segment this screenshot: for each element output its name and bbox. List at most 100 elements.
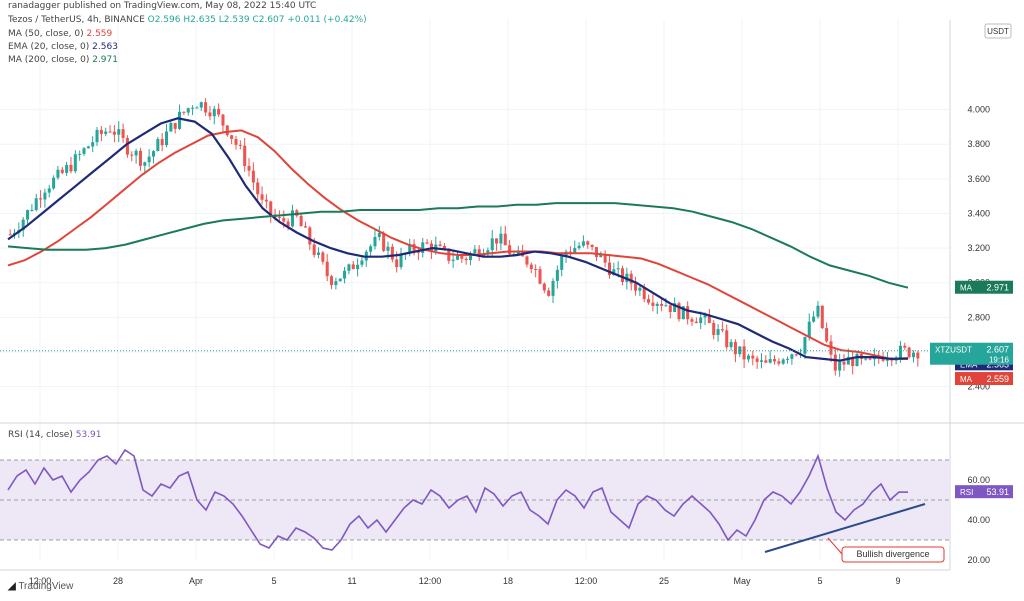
ohlc-change: +0.011 (+0.42%) [287,15,367,25]
candle-body [508,245,512,255]
candle-body [43,192,47,200]
candle-body [620,268,625,282]
rsi-legend[interactable]: RSI (14, close) 53.91 [8,430,102,440]
candle-body [230,135,234,139]
candle-body [577,245,581,249]
candle-body [130,154,134,156]
candle-body [303,226,308,228]
candle-body [751,355,755,359]
candle-body [356,264,360,270]
candle-body [156,139,160,152]
price-tick-label: 2.800 [967,312,990,322]
candle-body [108,131,112,133]
price-tick-label: 3.200 [967,243,990,253]
candle-body [547,290,551,296]
candle-body [351,264,355,270]
legend-ema20-label: EMA (20, close, 0) [8,42,90,52]
candle-body [586,241,590,245]
candle-body [86,146,90,149]
candle-body [599,254,603,258]
candle-body [104,131,108,134]
rsi-tick-label: 20.00 [967,555,990,565]
price-tag-value: 2.559 [986,374,1009,384]
candle-body [343,270,347,279]
candle-body [125,137,129,155]
candle-body [173,123,177,129]
last-price-symbol: XTZUSDT [935,346,972,355]
candle-body [212,108,216,117]
legend-ema20[interactable]: EMA (20, close, 0) 2.563 [8,42,118,52]
candle-body [260,194,264,200]
legend-ma50-value: 2.559 [86,29,113,39]
rsi-tag-value: 53.91 [986,487,1009,497]
ohlc-close: C2.607 [252,15,285,25]
publisher-line: ranadagger published on TradingView.com,… [8,1,317,11]
candle-body [898,345,902,359]
candle-body [312,244,316,255]
rsi-band [0,459,950,541]
candle-body [647,299,651,303]
candle-body [681,306,685,320]
candle-body [460,256,464,259]
candle-body [790,354,794,359]
candle-body [390,246,394,260]
candle-body [399,253,403,268]
candle-body [851,357,855,367]
candle-body [686,306,690,320]
rsi-tag-name: RSI [960,488,973,497]
candles [8,98,920,377]
candle-body [864,358,868,360]
candle-body [911,352,916,358]
price-tick-label: 3.800 [967,139,990,149]
candle-body [195,107,199,109]
candle-body [555,269,559,281]
candle-body [594,247,598,258]
candle-body [121,129,125,138]
candle-body [321,252,325,262]
ma200-line [7,202,909,289]
symbol-title: Tezos / TetherUS, 4h, BINANCE [8,15,145,25]
candle-body [160,139,164,146]
legend-ema20-value: 2.563 [92,42,118,52]
tradingview-logo[interactable]: ◢ TradingView [8,581,73,592]
candle-body [464,258,468,261]
candle-body [99,129,103,134]
candle-body [95,129,99,143]
candle-body [243,145,247,166]
legend-ma50[interactable]: MA (50, close, 0) 2.559 [8,29,112,39]
legend-ma50-label: MA (50, close, 0) [8,29,84,39]
candle-body [264,199,268,202]
candle-body [838,361,842,371]
candle-body [651,302,655,306]
time-tick-label: 5 [817,576,822,586]
price-tag-name: MA [960,375,973,384]
candle-body [490,238,494,251]
candle-body [247,165,251,171]
candle-body [629,273,633,284]
candle-body [690,319,694,322]
ma50-line [7,129,909,360]
candle-body [347,264,351,271]
time-tick-label: 9 [895,576,900,586]
candle-body [286,221,290,227]
time-tick-label: May [733,576,751,586]
candle-body [256,182,260,195]
candle-body [786,358,790,360]
candle-body [290,210,294,227]
legend-ma200[interactable]: MA (200, close, 0) 2.971 [8,55,118,65]
time-tick-label: Apr [189,576,203,586]
candle-body [781,359,785,364]
candle-body [182,111,186,113]
candle-body [768,359,772,363]
candle-body [360,260,364,265]
candle-body [316,252,321,255]
candle-body [151,151,156,157]
candle-body [164,131,169,146]
candle-body [199,102,203,108]
time-tick-label: 28 [113,576,123,586]
candle-body [52,177,56,189]
candle-body [516,250,520,255]
time-tick-label: 25 [659,576,669,586]
brand-name: TradingView [18,581,74,592]
